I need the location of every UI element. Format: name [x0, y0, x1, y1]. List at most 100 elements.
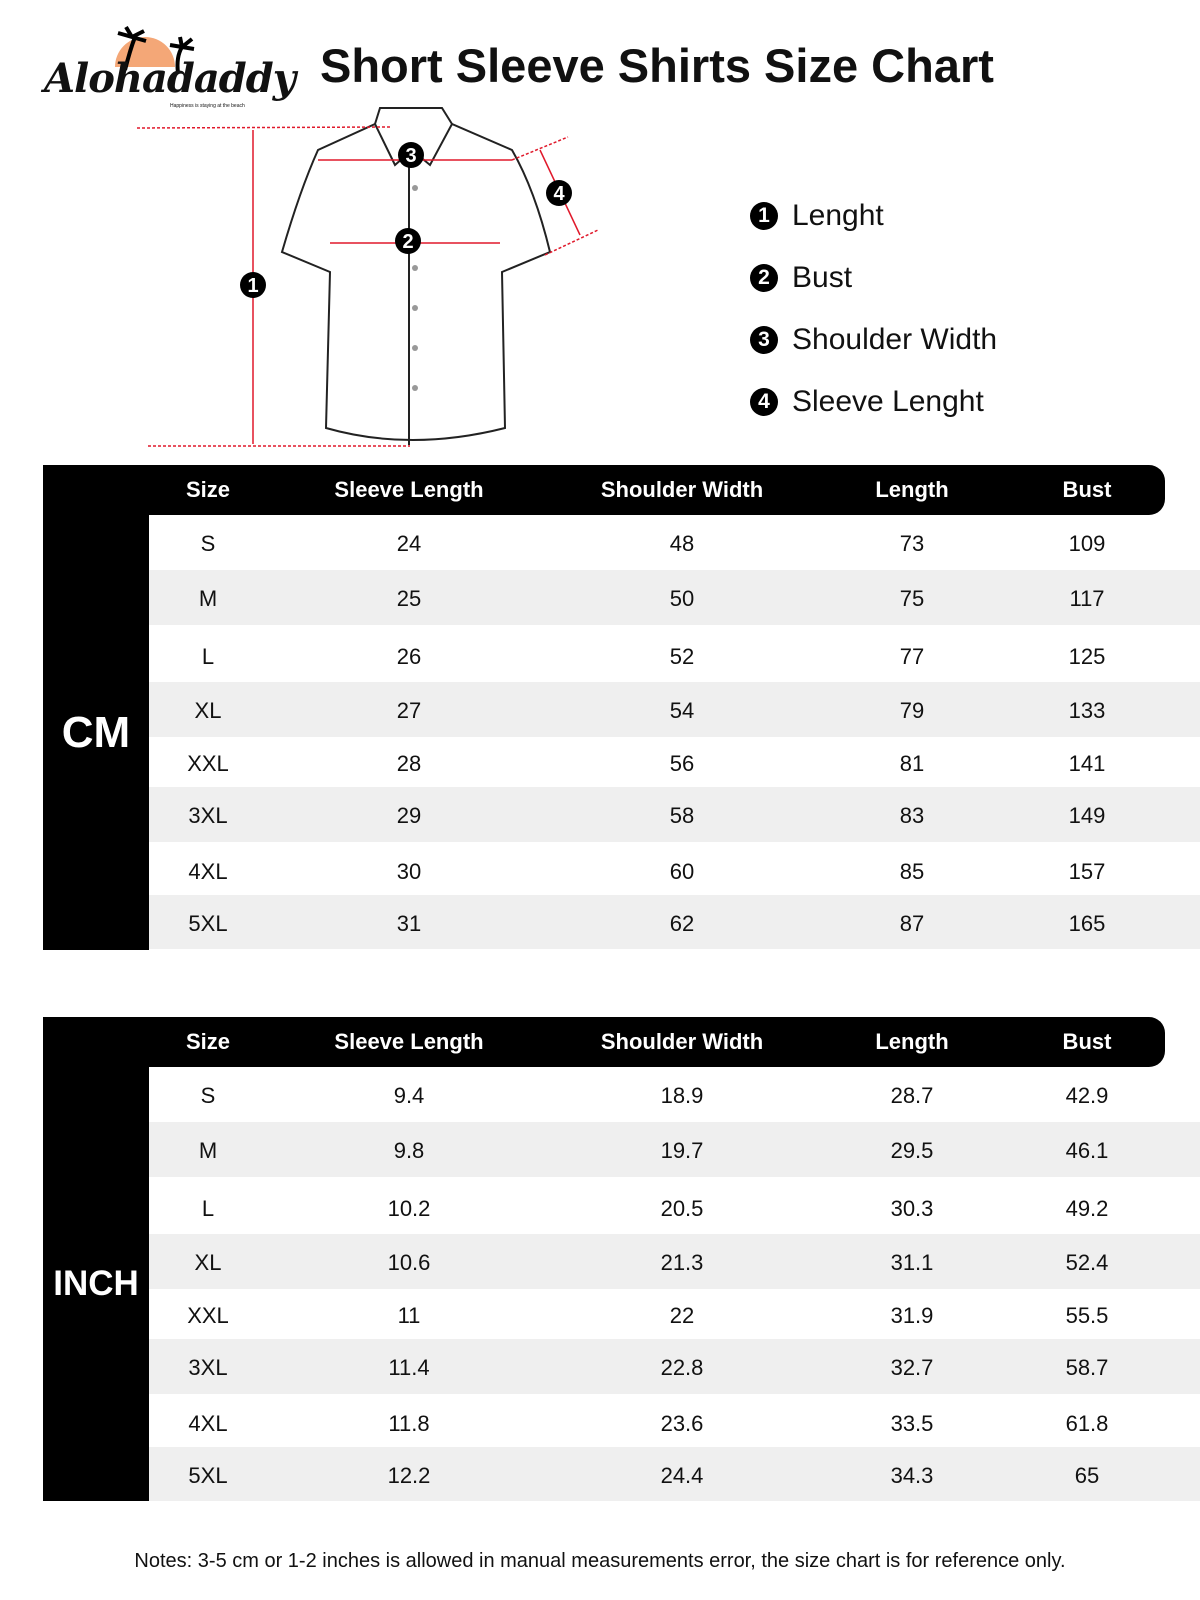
unit-label: CM	[43, 515, 149, 950]
table-cell: L	[201, 643, 215, 669]
table-cell: 25	[396, 586, 422, 612]
number-badge-icon: 1	[750, 202, 778, 230]
table-row: 4XL 30 60 85 157	[149, 843, 1200, 898]
table-cell: S	[200, 531, 216, 556]
number-badge-icon: 4	[750, 388, 778, 416]
table-cell: 85	[899, 858, 925, 884]
table-cell: XL	[194, 1250, 222, 1276]
table-cell: 79	[899, 698, 925, 724]
table-cell: 46.1	[1065, 1138, 1109, 1164]
table-cell: 157	[1068, 858, 1106, 884]
table-row: 3XL 29 58 83 149	[149, 787, 1200, 842]
table-cell: 54	[669, 698, 695, 724]
table-cell: M	[198, 586, 218, 612]
table-cell: XXL	[187, 750, 229, 776]
table-cell: 3XL	[188, 803, 228, 829]
table-row: L 10.2 20.5 30.3 49.2	[149, 1180, 1200, 1235]
brand-name: Alohadaddy	[44, 55, 296, 102]
table-cell: 11	[397, 1302, 421, 1328]
table-cell: 34.3	[890, 1462, 934, 1488]
notes: Notes: 3-5 cm or 1-2 inches is allowed i…	[134, 1550, 1066, 1572]
table-cell: 87	[899, 910, 925, 936]
number-badge-icon: 2	[750, 264, 778, 292]
cm-size-table: Size Sleeve Length Shoulder Width Length Bus…	[43, 465, 1200, 950]
table-row: M 9.8 19.7 29.5 46.1	[149, 1122, 1200, 1177]
table-cell: 9.8	[393, 1138, 425, 1164]
column-header: Size	[185, 1029, 231, 1054]
table-row: 3XL 11.4 22.8 32.7 58.7	[149, 1339, 1200, 1394]
table-row: M 25 50 75 117	[149, 570, 1200, 625]
table-cell: 11.4	[388, 1355, 430, 1381]
table-cell: 30	[396, 858, 422, 884]
table-cell: 26	[396, 643, 422, 669]
svg-text:3: 3	[405, 145, 416, 167]
table-cell: 73	[899, 531, 925, 556]
table-cell: 56	[669, 750, 695, 776]
table-cell: 62	[669, 910, 695, 936]
column-header: Shoulder Width	[600, 1029, 764, 1054]
table-cell: 65	[1074, 1462, 1100, 1488]
column-header: Bust	[1062, 1029, 1112, 1054]
page-title: Short Sleeve Shirts Size Chart	[320, 39, 994, 92]
column-header: Bust	[1062, 477, 1112, 502]
svg-text:2: 2	[402, 231, 413, 253]
table-cell: 42.9	[1065, 1083, 1109, 1108]
table-row: XL 27 54 79 133	[149, 682, 1200, 737]
brand-tagline: Happiness is staying at the beach	[170, 103, 245, 109]
table-row: S 24 48 73 109	[149, 515, 1200, 570]
table-cell: 75	[899, 586, 925, 612]
table-cell: 33.5	[890, 1410, 934, 1436]
table-cell: 165	[1068, 910, 1106, 936]
table-cell: 18.9	[660, 1083, 704, 1108]
legend-item-bust: 2 Bust	[750, 247, 997, 309]
table-cell: 31.1	[890, 1250, 934, 1276]
table-cell: M	[198, 1138, 218, 1164]
column-header: Sleeve Length	[334, 477, 484, 502]
table-cell: 22.8	[660, 1355, 704, 1381]
table-cell: 22	[669, 1302, 695, 1328]
table-row: 5XL 31 62 87 165	[149, 894, 1200, 950]
table-cell: L	[201, 1195, 215, 1221]
table-row: S 9.4 18.9 28.7 42.9	[149, 1067, 1200, 1122]
table-cell: 20.5	[660, 1195, 704, 1221]
legend-item-length: 1 Lenght	[750, 185, 997, 247]
table-row: 4XL 11.8 23.6 33.5 61.8	[149, 1395, 1200, 1450]
table-cell: 49.2	[1065, 1195, 1109, 1221]
legend-label: Bust	[792, 261, 853, 294]
table-row: XXL 28 56 81 141	[149, 735, 1200, 790]
table-cell: 27	[396, 698, 422, 724]
table-cell: 48	[669, 531, 695, 556]
column-header: Shoulder Width	[600, 477, 764, 502]
table-cell: XXL	[187, 1302, 229, 1328]
legend-label: Lenght	[792, 199, 884, 232]
column-header: Length	[875, 1029, 949, 1054]
table-cell: 50	[669, 586, 695, 612]
svg-text:4: 4	[553, 183, 565, 205]
column-header: Sleeve Length	[334, 1029, 484, 1054]
column-header: Size	[185, 477, 231, 502]
table-cell: 55.5	[1065, 1302, 1109, 1328]
table-cell: 31	[396, 910, 422, 936]
table-cell: 125	[1068, 643, 1106, 669]
table-cell: 4XL	[188, 1410, 228, 1436]
table-cell: 24.4	[660, 1462, 704, 1488]
table-cell: 10.6	[387, 1250, 431, 1276]
column-header: Length	[875, 477, 949, 502]
table-cell: 141	[1068, 750, 1106, 776]
table-cell: 83	[899, 803, 925, 829]
table-cell: 61.8	[1065, 1410, 1109, 1436]
legend-label: Shoulder Width	[792, 323, 998, 356]
table-cell: 5XL	[188, 910, 228, 936]
legend-label: Sleeve Lenght	[792, 385, 984, 418]
table-cell: 32.7	[890, 1355, 934, 1381]
table-cell: 109	[1068, 531, 1106, 556]
table-cell: 12.2	[387, 1462, 431, 1488]
table-cell: 31.9	[890, 1302, 934, 1328]
table-cell: XL	[194, 698, 222, 724]
table-cell: 3XL	[188, 1355, 228, 1381]
table-cell: 60	[669, 858, 695, 884]
svg-text:1: 1	[247, 275, 258, 297]
measurement-legend: 1 Lenght 2 Bust 3 Shoulder Width 4 Sleeve Le…	[750, 185, 997, 433]
table-cell: 29.5	[890, 1138, 934, 1164]
inch-size-table: Size Sleeve Length Shoulder Width Length Bus…	[43, 1017, 1200, 1502]
